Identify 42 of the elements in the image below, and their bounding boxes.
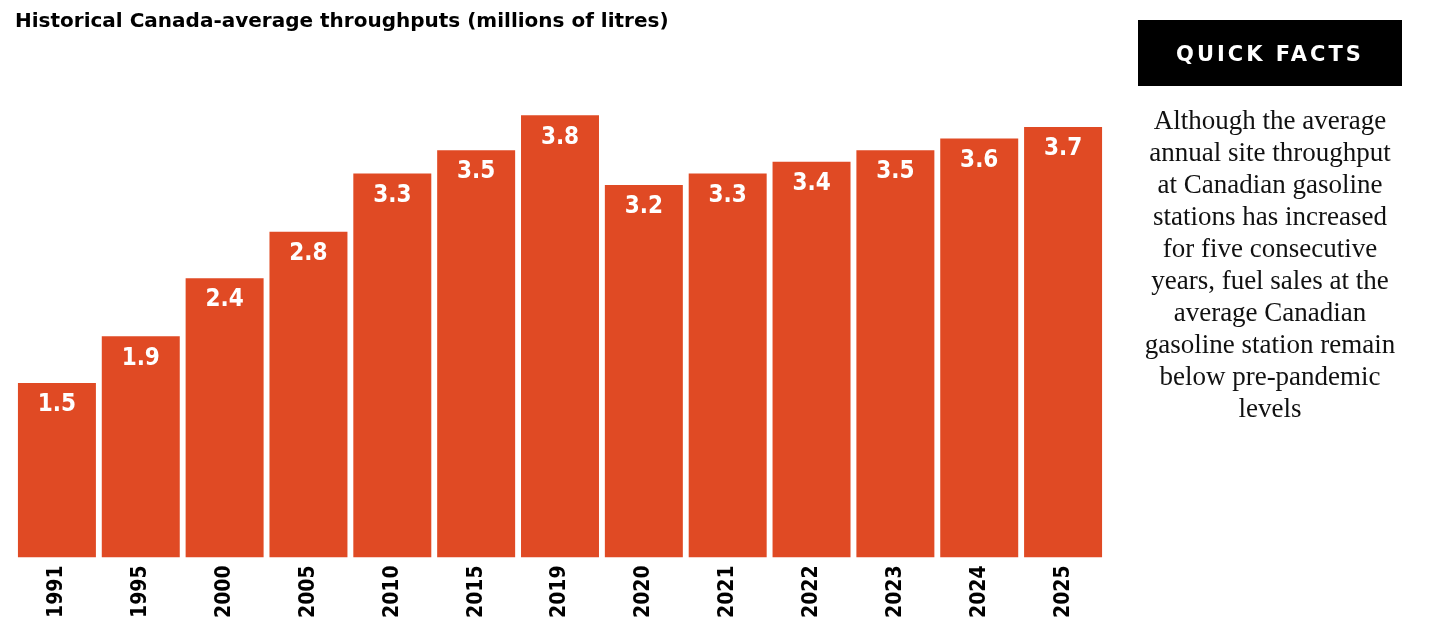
x-tick-label: 1991 bbox=[43, 565, 68, 619]
bar bbox=[17, 382, 96, 558]
x-tick-label: 2020 bbox=[630, 565, 655, 619]
data-label: 3.7 bbox=[1043, 133, 1083, 162]
data-label: 3.4 bbox=[792, 168, 831, 197]
bar bbox=[437, 150, 516, 558]
data-label: 3.5 bbox=[457, 156, 496, 185]
x-tick-label: 2015 bbox=[462, 565, 487, 619]
bar bbox=[940, 138, 1019, 558]
x-tick-label: 1995 bbox=[127, 565, 152, 619]
data-label: 2.4 bbox=[205, 284, 244, 313]
x-tick-label: 2019 bbox=[546, 565, 571, 619]
data-label: 3.5 bbox=[876, 156, 915, 185]
x-tick-label: 2025 bbox=[1049, 565, 1074, 619]
data-label: 1.5 bbox=[37, 389, 77, 418]
bar bbox=[1024, 126, 1103, 558]
x-tick-label: 2021 bbox=[714, 565, 739, 619]
data-label: 1.9 bbox=[121, 342, 160, 371]
x-tick-label: 2023 bbox=[881, 565, 906, 619]
bar bbox=[101, 336, 180, 558]
x-tick-label: 2024 bbox=[965, 565, 990, 619]
text: QUICK FACTS bbox=[1138, 20, 1402, 86]
bar bbox=[269, 231, 348, 558]
bar bbox=[604, 185, 683, 558]
bar bbox=[521, 115, 599, 558]
x-tick-label: 2005 bbox=[294, 565, 319, 619]
bar bbox=[688, 173, 767, 558]
x-tick-label: 2000 bbox=[211, 565, 236, 619]
bar bbox=[185, 278, 264, 558]
bar bbox=[353, 173, 432, 558]
x-tick-label: 2010 bbox=[378, 565, 403, 619]
data-label: 3.3 bbox=[708, 179, 747, 208]
text: Although the average annual site throughput at Canadian gasoline stations has increased for five consecutive years, fuel sales at the average Canadian gasoline station remain below pre-pandemic levels bbox=[1144, 105, 1396, 423]
chart-title: Historical Canada-average throughputs (millions of litres) bbox=[15, 8, 669, 33]
data-label: 3.8 bbox=[540, 121, 580, 150]
x-tick-label: 2022 bbox=[797, 565, 822, 619]
bar bbox=[772, 161, 851, 558]
data-label: 3.3 bbox=[373, 179, 412, 208]
data-label: 3.2 bbox=[624, 191, 663, 220]
data-label: 3.6 bbox=[960, 144, 999, 173]
data-label: 2.8 bbox=[289, 237, 328, 266]
bar bbox=[856, 150, 935, 558]
